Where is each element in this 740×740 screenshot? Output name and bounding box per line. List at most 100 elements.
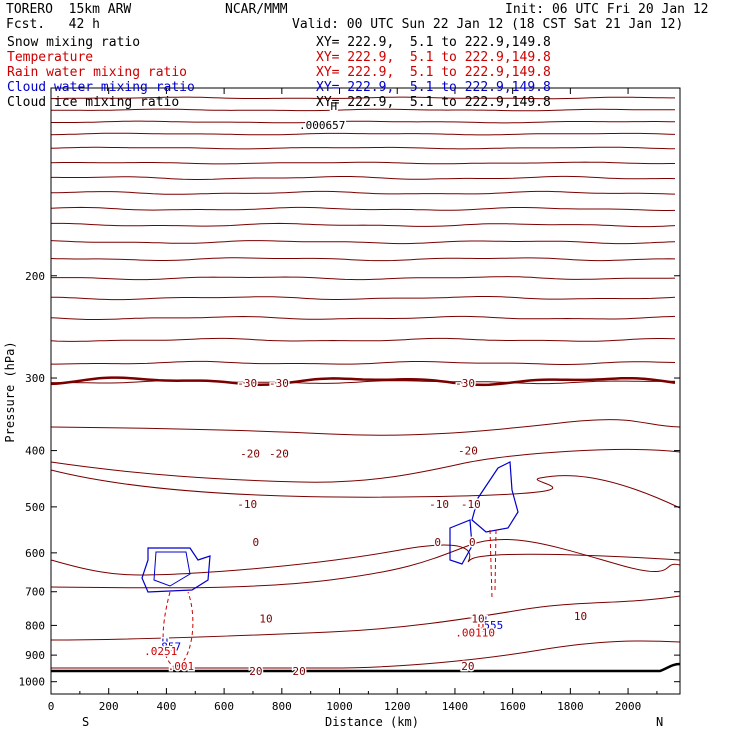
isotherm-line [50, 206, 676, 211]
forecast-hour: Fcst. 42 h [6, 17, 100, 32]
valid-time: Valid: 00 UTC Sun 22 Jan 12 (18 CST Sat … [292, 17, 684, 32]
x-tick-label: 2000 [615, 700, 642, 713]
isotherm-label: -30 [455, 377, 475, 390]
south-label: S [82, 715, 89, 729]
isotherm-label: -10 [461, 498, 481, 511]
contour-annotation: .00110 [455, 626, 495, 639]
isotherm-line [51, 360, 676, 365]
cloud-water-contour [471, 461, 519, 533]
isotherm-line [50, 315, 676, 320]
init-time: Init: 06 UTC Fri 20 Jan 12 [505, 2, 709, 17]
x-tick-label: 0 [48, 700, 55, 713]
isotherm-line [50, 469, 681, 509]
y-tick-label: 900 [25, 649, 45, 662]
legend-cloud-ice: Cloud ice mixing ratio [7, 95, 180, 110]
contour-annotation: H [330, 100, 337, 113]
contour-annotation: H [478, 622, 485, 635]
isotherm-line [50, 544, 681, 576]
isotherm-line [50, 595, 681, 641]
contour-annotation: .1555 [470, 619, 503, 632]
x-tick-label: 800 [272, 700, 292, 713]
isotherm-line [50, 538, 681, 589]
y-tick-label: 500 [25, 501, 45, 514]
isotherm-line [50, 96, 675, 100]
xy-temperature: XY= 222.9, 5.1 to 222.9,149.8 [316, 50, 551, 65]
isotherm-label: 0 [434, 536, 441, 549]
north-label: N [656, 715, 663, 729]
y-tick-label: 700 [25, 586, 45, 599]
y-axis-label: Pressure (hPa) [3, 341, 17, 442]
legend-snow: Snow mixing ratio [7, 35, 141, 50]
y-tick-label: 1000 [19, 676, 46, 689]
legend-rain: Rain water mixing ratio [7, 65, 188, 80]
terrain-line [51, 662, 681, 673]
isotherm-line [50, 257, 676, 262]
x-tick-label: 1400 [442, 700, 469, 713]
isotherm-line [50, 448, 681, 483]
xy-snow: XY= 222.9, 5.1 to 222.9,149.8 [316, 35, 551, 50]
y-tick-label: 200 [25, 270, 45, 283]
contour-annotation: .001 [168, 660, 195, 673]
isotherm-line [51, 175, 676, 180]
center-name: NCAR/MMM [225, 2, 288, 17]
x-tick-label: 1200 [384, 700, 411, 713]
legend-cloud-water: Cloud water mixing ratio [7, 80, 195, 95]
isotherm-line [51, 640, 681, 669]
isotherm-label: -20 [240, 448, 260, 461]
x-tick-label: 1800 [557, 700, 584, 713]
contour-annotation: .0251 [144, 645, 177, 658]
x-tick-label: 1000 [326, 700, 353, 713]
rain-water-contour [489, 529, 497, 599]
isotherm-label: 0 [469, 536, 476, 549]
x-tick-label: 400 [156, 700, 176, 713]
y-tick-label: 300 [25, 372, 45, 385]
xy-rain: XY= 222.9, 5.1 to 222.9,149.8 [316, 65, 551, 80]
contour-annotation: H [480, 615, 487, 628]
x-tick-label: 600 [214, 700, 234, 713]
y-tick-label: 800 [25, 619, 45, 632]
isotherm-label: 10 [574, 610, 587, 623]
contour-annotation: .000657 [299, 119, 345, 132]
isotherm-label: 10 [259, 612, 272, 625]
model-title: TORERO 15km ARW [6, 2, 132, 17]
isotherm-line [50, 161, 675, 165]
xy-cloud-water: XY= 222.9, 5.1 to 222.9,149.8 [316, 80, 551, 95]
xy-cloud-ice: XY= 222.9, 5.1 to 222.9,149.8 [316, 95, 551, 110]
isotherm-line [50, 146, 675, 150]
isotherm-label: -20 [458, 445, 478, 458]
isotherm-line [50, 132, 676, 136]
contour-annotation: .857 [155, 641, 182, 654]
isotherm-line [51, 276, 676, 281]
isotherm-label: 10 [470, 612, 483, 625]
y-tick-label: 400 [25, 445, 45, 458]
isotherm-line [50, 296, 676, 301]
isotherm-label: 20 [249, 665, 262, 678]
isotherm-line [51, 222, 676, 228]
isotherm-line [51, 120, 676, 124]
isotherm-line [50, 240, 676, 245]
contour-annotation: H [162, 636, 169, 649]
isotherm-zero-line [50, 376, 676, 387]
plot-frame [50, 87, 681, 695]
isotherm-label: -30 [237, 377, 257, 390]
isotherm-label: -30 [269, 377, 289, 390]
isotherm-line [50, 337, 676, 342]
cloud-water-contour [153, 551, 191, 587]
isotherm-line [50, 419, 681, 436]
isotherm-label: 20 [461, 660, 474, 673]
isotherm-line [51, 108, 675, 112]
isotherm-label: 0 [253, 536, 260, 549]
y-tick-label: 600 [25, 547, 45, 560]
cloud-water-contour [449, 519, 473, 565]
isotherm-label: -10 [237, 498, 257, 511]
x-tick-label: 1600 [499, 700, 526, 713]
x-axis-label: Distance (km) [325, 715, 419, 729]
isotherm-line [50, 190, 676, 195]
x-tick-label: 200 [99, 700, 119, 713]
cloud-water-contour [141, 547, 211, 593]
rain-water-contour [162, 591, 194, 669]
legend-temperature: Temperature [7, 50, 94, 65]
isotherm-label: -20 [269, 448, 289, 461]
isotherm-label: -10 [429, 498, 449, 511]
